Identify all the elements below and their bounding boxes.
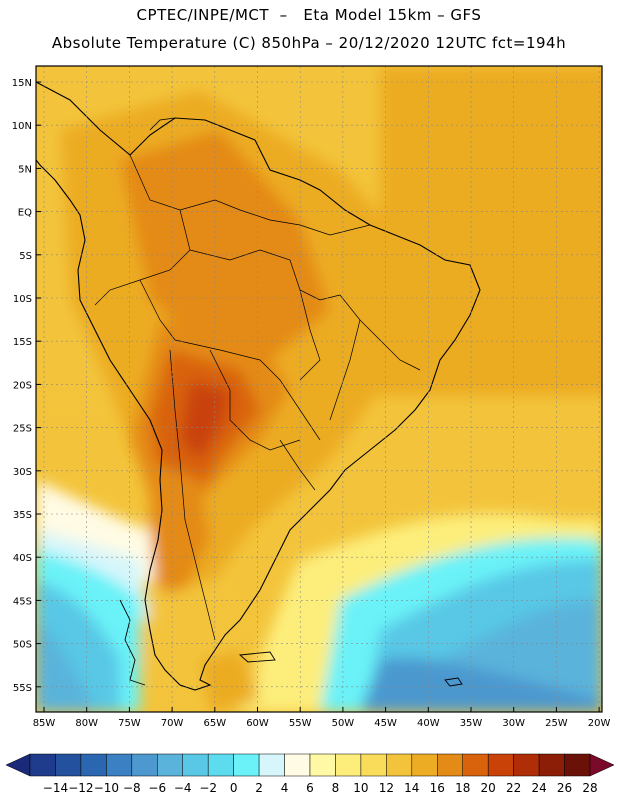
colorbar-swatch [564, 753, 591, 777]
colorbar-swatch [258, 753, 285, 777]
colorbar-label: −2 [199, 781, 217, 795]
colorbar-label: −8 [123, 781, 141, 795]
colorbar-swatch [207, 753, 234, 777]
colorbar-label: −4 [174, 781, 192, 795]
colorbar-swatch [487, 753, 514, 777]
colorbar-label: −14 [43, 781, 68, 795]
colorbar-swatch [360, 753, 387, 777]
colorbar-swatch [538, 753, 565, 777]
title-line-1: CPTEC/INPE/MCT – Eta Model 15km – GFS [136, 6, 482, 24]
lat-label: 50S [13, 640, 32, 651]
lat-label: 20S [13, 380, 32, 391]
graticule [36, 66, 602, 712]
lon-label: 25W [545, 718, 568, 729]
lat-label: 10S [13, 294, 32, 305]
colorbar-label: 20 [481, 781, 496, 795]
colorbar-label: 18 [455, 781, 470, 795]
colorbar-label: 8 [332, 781, 340, 795]
lon-label: 45W [374, 718, 397, 729]
lat-label: 35S [13, 510, 32, 521]
colorbar-swatch [284, 753, 311, 777]
lat-label: 10N [12, 121, 32, 132]
lat-label: 5N [18, 164, 32, 175]
colorbar-label: 14 [404, 781, 419, 795]
colorbar-swatch [386, 753, 413, 777]
colorbar-labels: −14 −12 −10 −8 −6 −4 −2 0 2 4 6 8 10 12 14 16 18 20 22 24 26… [43, 781, 598, 795]
lon-label: 20W [588, 718, 611, 729]
coastline [36, 81, 481, 691]
colorbar-low-arrow [5, 753, 31, 777]
lon-label: 50W [332, 718, 355, 729]
lat-label: 25S [13, 424, 32, 435]
colorbar-swatch [131, 753, 158, 777]
lon-label: 65W [203, 718, 226, 729]
colorbar-swatch [106, 753, 133, 777]
colorbar-segments [5, 753, 615, 777]
colorbar-label: 6 [306, 781, 314, 795]
colorbar-swatch [309, 753, 336, 777]
lon-label: 60W [246, 718, 269, 729]
colorbar-swatch [55, 753, 82, 777]
colorbar-label: 12 [379, 781, 394, 795]
lat-label: 30S [13, 467, 32, 478]
lon-label: 80W [75, 718, 98, 729]
temperature-map: 15N 10N 5N EQ 5S 10S 15S 20S 25S 30S 35S 40S 45S 50S 5… [12, 65, 611, 729]
colorbar-swatch [29, 753, 56, 777]
colorbar-swatch [80, 753, 107, 777]
colorbar-swatch [182, 753, 209, 777]
colorbar-label: 2 [255, 781, 263, 795]
colorbar-swatch [411, 753, 438, 777]
lat-label: 40S [13, 553, 32, 564]
lon-label: 75W [118, 718, 141, 729]
map-frame [35, 65, 603, 713]
colorbar-label: −10 [94, 781, 119, 795]
colorbar-swatch [335, 753, 362, 777]
lon-label: 40W [417, 718, 440, 729]
colorbar-swatch [233, 753, 260, 777]
colorbar-swatch [437, 753, 463, 777]
lon-label: 85W [33, 718, 56, 729]
latitude-labels: 15N 10N 5N EQ 5S 10S 15S 20S 25S 30S 35S 40S 45S 50S 5… [12, 78, 32, 694]
lat-label: 15N [12, 78, 32, 89]
colorbar-swatch [462, 753, 489, 777]
lat-label: 5S [19, 251, 32, 262]
colorbar-label: 4 [281, 781, 289, 795]
colorbar-label: −12 [68, 781, 93, 795]
lat-label: 45S [13, 596, 32, 607]
colorbar-label: 16 [430, 781, 445, 795]
lon-label: 35W [460, 718, 483, 729]
colorbar-label: 24 [531, 781, 546, 795]
lon-label: 55W [289, 718, 312, 729]
temperature-field [36, 66, 602, 712]
colorbar-label: 28 [582, 781, 597, 795]
country-borders [94, 154, 421, 641]
longitude-labels: 85W 80W 75W 70W 65W 60W 55W 50W 45W 40W 35W 30W 25W 2… [33, 718, 611, 729]
colorbar-swatch [157, 753, 183, 777]
lat-label: 55S [13, 683, 32, 694]
colorbar-swatch [513, 753, 540, 777]
colorbar-label: 0 [230, 781, 238, 795]
lon-label: 30W [502, 718, 525, 729]
title-line-2: Absolute Temperature (C) 850hPa – 20/12/… [51, 34, 567, 52]
colorbar-high-arrow [589, 753, 615, 777]
colorbar-label: −6 [148, 781, 166, 795]
colorbar-label: 10 [353, 781, 368, 795]
colorbar-label: 26 [557, 781, 572, 795]
lon-label: 70W [161, 718, 184, 729]
colorbar: −14 −12 −10 −8 −6 −4 −2 0 2 4 6 8 10 12 14 16 18 20 22 24 26… [5, 753, 615, 795]
lat-label: EQ [18, 208, 32, 219]
lat-label: 15S [13, 337, 32, 348]
colorbar-label: 22 [506, 781, 521, 795]
